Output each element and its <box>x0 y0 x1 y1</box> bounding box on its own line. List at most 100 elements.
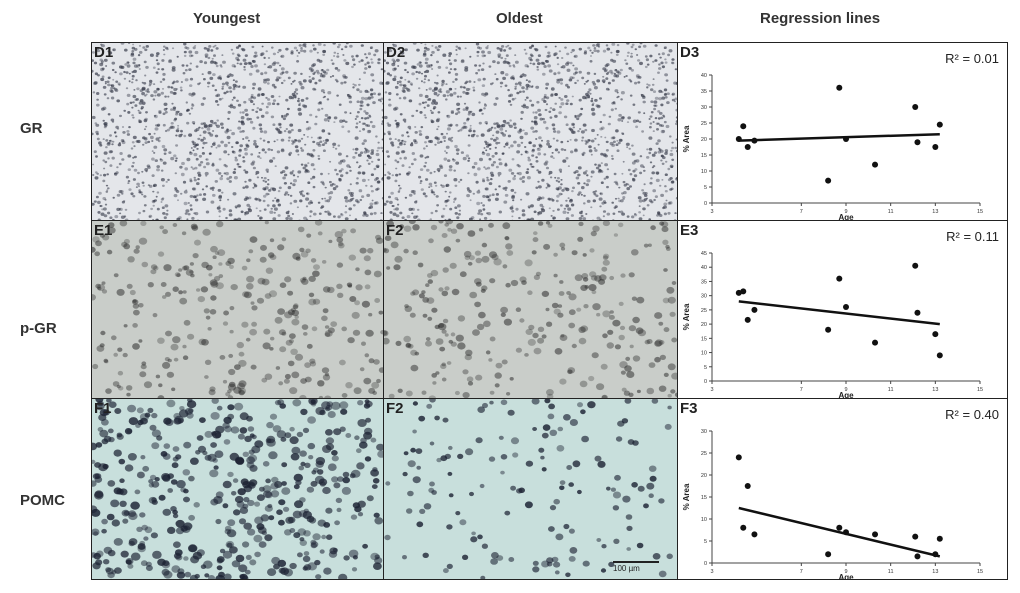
x-tick-label: 13 <box>932 387 938 393</box>
panel-label-f3: F3 <box>680 400 698 417</box>
panel-label-d3: D3 <box>680 44 700 61</box>
tissue-background <box>384 43 677 220</box>
x-tick-label: 9 <box>844 209 847 215</box>
row-heading-pgr: p-GR <box>20 320 57 337</box>
data-point <box>735 454 742 461</box>
data-point <box>751 531 758 538</box>
micrograph-f2: F2 100 µm <box>384 399 678 579</box>
data-point <box>914 139 921 146</box>
data-point <box>872 531 879 538</box>
scale-bar-label: 100 µm <box>613 564 640 573</box>
data-point <box>914 309 921 316</box>
y-tick-label: 10 <box>701 517 707 523</box>
data-point <box>825 551 832 558</box>
regression-line <box>738 506 941 558</box>
y-tick-label: 20 <box>701 322 707 328</box>
stained-nuclei <box>384 43 677 220</box>
micrograph-d1: D1 <box>92 43 384 221</box>
data-point <box>936 352 943 359</box>
y-tick-label: 0 <box>704 379 707 385</box>
micrograph-d2-image <box>384 43 677 220</box>
row-heading-pomc: POMC <box>20 492 65 509</box>
x-tick-label: 7 <box>800 387 803 393</box>
y-tick-label: 15 <box>701 336 707 342</box>
x-tick-label: 7 <box>800 209 803 215</box>
r-squared-e3: R² = 0.11 <box>946 229 999 244</box>
data-point <box>936 535 943 542</box>
stained-nuclei <box>92 221 383 398</box>
x-tick-label: 15 <box>977 209 983 215</box>
column-heading-regression: Regression lines <box>760 10 881 27</box>
x-axis-label: Age <box>838 391 854 399</box>
y-tick-label: 0 <box>704 561 707 567</box>
y-tick-label: 5 <box>704 365 707 371</box>
y-tick-label: 25 <box>701 121 707 127</box>
micrograph-d2: D2 <box>384 43 678 221</box>
y-tick-label: 40 <box>701 73 707 79</box>
panel-label-f2: F2 <box>386 400 404 417</box>
data-point <box>836 524 843 531</box>
y-tick-label: 25 <box>701 308 707 314</box>
micrograph-d1-image <box>92 43 383 220</box>
regression-line <box>738 132 940 142</box>
data-point <box>936 121 943 128</box>
stained-nuclei <box>92 399 383 579</box>
figure-grid: D1 D2 0 5 10 15 20 25 30 35 40 3 7 9 11 13 15 Age% Area… <box>91 42 1008 580</box>
data-point <box>744 316 751 323</box>
panel-label-f1: F1 <box>94 400 112 417</box>
data-point <box>912 262 919 269</box>
x-tick-label: 3 <box>710 387 713 393</box>
tissue-background <box>92 43 383 220</box>
x-tick-label: 3 <box>710 209 713 215</box>
column-heading-youngest: Youngest <box>193 10 261 27</box>
y-tick-label: 10 <box>701 351 707 357</box>
y-tick-label: 0 <box>704 201 707 207</box>
x-tick-label: 15 <box>977 569 983 575</box>
data-point <box>872 161 879 168</box>
data-point <box>825 326 832 333</box>
column-heading-oldest: Oldest <box>496 10 543 27</box>
y-tick-label: 20 <box>701 137 707 143</box>
y-axis-label: % Area <box>682 303 691 330</box>
x-tick-label: 3 <box>710 569 713 575</box>
tissue-background <box>384 399 677 579</box>
y-tick-label: 5 <box>704 539 707 545</box>
regression-chart-e3: 0 5 10 15 20 25 30 35 40 45 3 7 9 11 13 15 Age % Area <box>682 251 983 399</box>
micrograph-f2-image <box>384 399 677 579</box>
data-point <box>836 84 843 91</box>
micrograph-f2-middle-image <box>384 221 677 398</box>
x-tick-label: 11 <box>888 387 894 393</box>
y-tick-label: 5 <box>704 185 707 191</box>
x-tick-label: 11 <box>888 209 894 215</box>
panel-label-f2-middle: F2 <box>386 222 404 239</box>
data-point <box>744 483 751 489</box>
y-tick-label: 20 <box>701 473 707 479</box>
x-axis-label: Age <box>838 213 854 221</box>
regression-line <box>738 300 940 326</box>
regression-chart-d3: 0 5 10 15 20 25 30 35 40 3 7 9 11 13 15 Age % Area <box>682 73 983 221</box>
y-tick-label: 45 <box>701 251 707 257</box>
y-tick-label: 10 <box>701 169 707 175</box>
stained-nuclei <box>92 43 383 220</box>
data-point <box>740 123 747 130</box>
panel-label-d1: D1 <box>94 44 114 61</box>
data-point <box>914 553 921 560</box>
y-tick-label: 40 <box>701 265 707 271</box>
micrograph-f1-image <box>92 399 383 579</box>
regression-panel-d3: 0 5 10 15 20 25 30 35 40 3 7 9 11 13 15 Age % Area D3 R²… <box>678 43 1007 221</box>
micrograph-e1: E1 <box>92 221 384 399</box>
stained-nuclei <box>384 221 677 398</box>
y-axis-label: % Area <box>682 125 691 152</box>
regression-chart-f3: 0 5 10 15 20 25 30 3 7 9 11 13 15 Age % Area <box>682 429 983 579</box>
data-point <box>843 304 849 311</box>
x-tick-label: 13 <box>932 209 938 215</box>
regression-panel-f3: 0 5 10 15 20 25 30 3 7 9 11 13 15 Age % Area F3 R² = 0… <box>678 399 1007 579</box>
x-tick-label: 11 <box>888 569 894 575</box>
x-tick-label: 9 <box>844 387 847 393</box>
y-tick-label: 35 <box>701 89 707 95</box>
data-point <box>740 288 747 295</box>
y-tick-label: 30 <box>701 429 707 435</box>
data-point <box>744 144 751 150</box>
x-tick-label: 15 <box>977 387 983 393</box>
data-point <box>932 331 939 338</box>
